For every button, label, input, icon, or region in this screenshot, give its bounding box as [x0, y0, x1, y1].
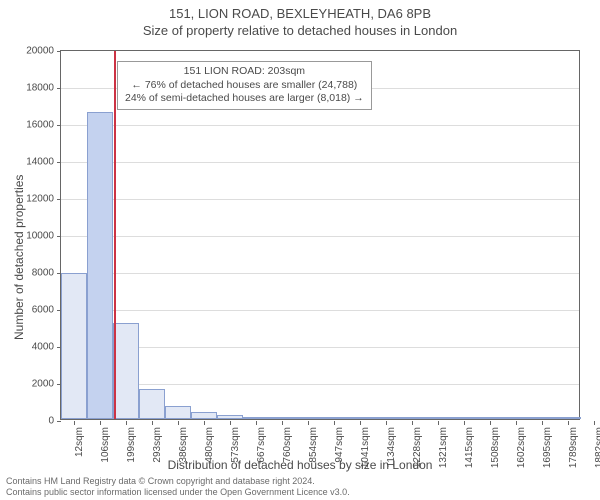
x-tick-mark	[490, 421, 491, 425]
y-tick-label: 10000	[14, 231, 54, 242]
histogram-bar	[451, 417, 476, 419]
histogram-bar	[425, 417, 450, 419]
y-tick-label: 18000	[14, 83, 54, 94]
histogram-bar	[477, 417, 502, 419]
annotation-box: 151 LION ROAD: 203sqm← 76% of detached h…	[117, 61, 372, 110]
y-tick-mark	[57, 421, 61, 422]
x-tick-mark	[282, 421, 283, 425]
histogram-bar	[503, 417, 528, 419]
x-tick-mark	[386, 421, 387, 425]
x-tick-mark	[516, 421, 517, 425]
x-tick-mark	[568, 421, 569, 425]
x-tick-mark	[126, 421, 127, 425]
footer-line1: Contains HM Land Registry data © Crown c…	[6, 476, 350, 487]
plot-area: 0200040006000800010000120001400016000180…	[60, 50, 580, 420]
footer-attribution: Contains HM Land Registry data © Crown c…	[6, 476, 350, 498]
y-tick-label: 6000	[14, 305, 54, 316]
histogram-bar	[321, 417, 346, 419]
footer-line2: Contains public sector information licen…	[6, 487, 350, 498]
histogram-bar	[295, 417, 320, 419]
histogram-bar	[243, 417, 268, 419]
gridline	[61, 125, 579, 126]
y-tick-mark	[57, 236, 61, 237]
x-tick-mark	[594, 421, 595, 425]
x-tick-mark	[204, 421, 205, 425]
page-subtitle: Size of property relative to detached ho…	[0, 21, 600, 38]
x-tick-mark	[178, 421, 179, 425]
x-axis-label: Distribution of detached houses by size …	[0, 458, 600, 472]
histogram-bar	[113, 323, 138, 419]
histogram-bar	[61, 273, 86, 419]
annotation-line2: ← 76% of detached houses are smaller (24…	[125, 79, 364, 93]
annotation-line1: 151 LION ROAD: 203sqm	[125, 65, 364, 79]
x-tick-mark	[334, 421, 335, 425]
y-tick-label: 12000	[14, 194, 54, 205]
x-tick-mark	[230, 421, 231, 425]
histogram-bar	[165, 406, 190, 419]
y-tick-label: 14000	[14, 157, 54, 168]
y-tick-mark	[57, 51, 61, 52]
y-tick-mark	[57, 125, 61, 126]
histogram-bar	[347, 417, 372, 419]
histogram-bar	[529, 417, 554, 419]
histogram-bar	[399, 417, 424, 419]
gridline	[61, 199, 579, 200]
annotation-line3: 24% of semi-detached houses are larger (…	[125, 92, 364, 106]
y-tick-label: 16000	[14, 120, 54, 131]
histogram-bar	[87, 112, 112, 419]
x-tick-mark	[152, 421, 153, 425]
x-tick-mark	[542, 421, 543, 425]
y-tick-mark	[57, 199, 61, 200]
x-tick-mark	[308, 421, 309, 425]
histogram-bar	[191, 412, 216, 419]
histogram-bar	[139, 389, 164, 419]
histogram-bar	[373, 417, 398, 419]
gridline	[61, 310, 579, 311]
gridline	[61, 162, 579, 163]
x-tick-mark	[438, 421, 439, 425]
x-tick-mark	[360, 421, 361, 425]
gridline	[61, 273, 579, 274]
histogram-bar	[555, 417, 580, 419]
x-tick-mark	[256, 421, 257, 425]
page-title-address: 151, LION ROAD, BEXLEYHEATH, DA6 8PB	[0, 0, 600, 21]
property-marker-line	[114, 51, 116, 419]
y-tick-label: 0	[14, 416, 54, 427]
y-tick-label: 20000	[14, 46, 54, 57]
y-tick-label: 4000	[14, 342, 54, 353]
x-tick-mark	[412, 421, 413, 425]
chart-area: 0200040006000800010000120001400016000180…	[60, 50, 580, 420]
x-tick-mark	[74, 421, 75, 425]
histogram-bar	[269, 417, 294, 419]
y-tick-label: 2000	[14, 379, 54, 390]
gridline	[61, 236, 579, 237]
y-tick-mark	[57, 162, 61, 163]
y-tick-mark	[57, 88, 61, 89]
y-tick-label: 8000	[14, 268, 54, 279]
histogram-bar	[217, 415, 242, 419]
x-tick-mark	[100, 421, 101, 425]
x-tick-mark	[464, 421, 465, 425]
